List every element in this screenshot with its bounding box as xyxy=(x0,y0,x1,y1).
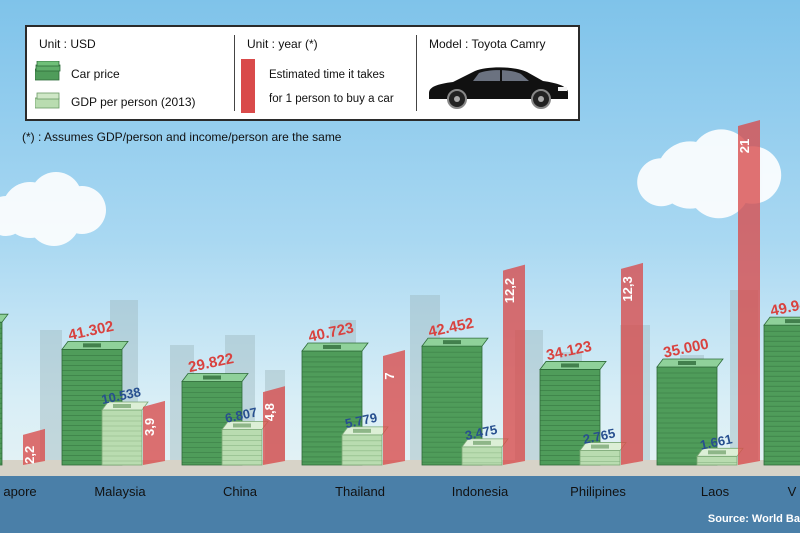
years-bar xyxy=(23,428,45,465)
car-price-label: 49.944 xyxy=(769,294,800,320)
years-bar xyxy=(263,386,285,465)
gdp-label: 5.779 xyxy=(344,410,379,431)
category-label: Philipines xyxy=(570,484,626,499)
category-label: Malaysia xyxy=(94,484,146,499)
years-bar-swatch xyxy=(241,59,255,113)
gdp-label: 6.807 xyxy=(224,404,259,425)
baseline-band xyxy=(0,476,800,533)
legend-unit-usd: Unit : USD xyxy=(39,37,96,51)
legend-divider xyxy=(416,35,417,111)
category-label: China xyxy=(223,484,257,499)
years-label: 12,3 xyxy=(620,276,635,301)
category-label: apore xyxy=(3,484,37,499)
years-label: 7 xyxy=(382,372,397,379)
years-bar xyxy=(383,350,405,465)
money-stack-icon xyxy=(35,61,61,81)
legend-usd-section: Unit : USD Car price GDP per person (201… xyxy=(27,27,232,119)
years-bar xyxy=(503,264,525,465)
years-label: 3,9 xyxy=(142,418,157,436)
years-label: 21 xyxy=(737,139,752,153)
years-label: 12,2 xyxy=(502,278,517,303)
category-label: Thailand xyxy=(335,484,385,499)
years-label: 2,2 xyxy=(22,446,37,464)
source-credit: Source: World Ba xyxy=(707,513,800,525)
gdp-label: 2.765 xyxy=(582,425,617,446)
background-scene xyxy=(0,129,800,533)
gdp-bar xyxy=(341,426,389,466)
gdp-bar xyxy=(221,421,269,466)
money-bills-icon xyxy=(35,92,60,109)
legend-gdp-label: GDP per person (2013) xyxy=(71,95,196,109)
gdp-bar xyxy=(461,438,509,466)
gdp-label: 1.661 xyxy=(699,431,734,452)
category-label: Laos xyxy=(700,484,730,499)
car-price-label: 41.302 xyxy=(67,318,115,344)
legend-years-section: Unit : year (*) Estimated time it takes … xyxy=(235,27,415,119)
legend-box: Unit : USD Car price GDP per person (201… xyxy=(25,25,580,121)
legend-model-section: Model : Toyota Camry xyxy=(417,27,578,119)
legend-car-price-label: Car price xyxy=(71,67,120,81)
gdp-bar xyxy=(579,442,627,466)
footnote: (*) : Assumes GDP/person and income/pers… xyxy=(22,130,342,144)
category-label: V xyxy=(787,484,797,499)
car-price-bar xyxy=(0,313,9,466)
years-bar xyxy=(738,120,760,465)
years-bar xyxy=(621,262,643,465)
gdp-label: 3.475 xyxy=(464,422,499,443)
legend-divider xyxy=(234,35,235,111)
years-label: 4,8 xyxy=(262,403,277,421)
legend-unit-year: Unit : year (*) xyxy=(247,37,318,51)
legend-estimated-line2: for 1 person to buy a car xyxy=(269,93,394,105)
cloud xyxy=(0,172,106,246)
gdp-bar xyxy=(101,401,149,466)
legend-estimated-line1: Estimated time it takes xyxy=(269,69,385,81)
city-building xyxy=(40,330,62,476)
gdp-bar xyxy=(696,447,744,466)
chart-marks: .1822,241.30210.5383,929.8226.8074,840.7… xyxy=(0,120,800,466)
car-icon xyxy=(429,67,568,109)
years-bar xyxy=(143,400,165,465)
legend-model-label: Model : Toyota Camry xyxy=(429,37,546,51)
car-price-bar xyxy=(763,316,800,466)
category-label: Indonesia xyxy=(451,484,509,499)
